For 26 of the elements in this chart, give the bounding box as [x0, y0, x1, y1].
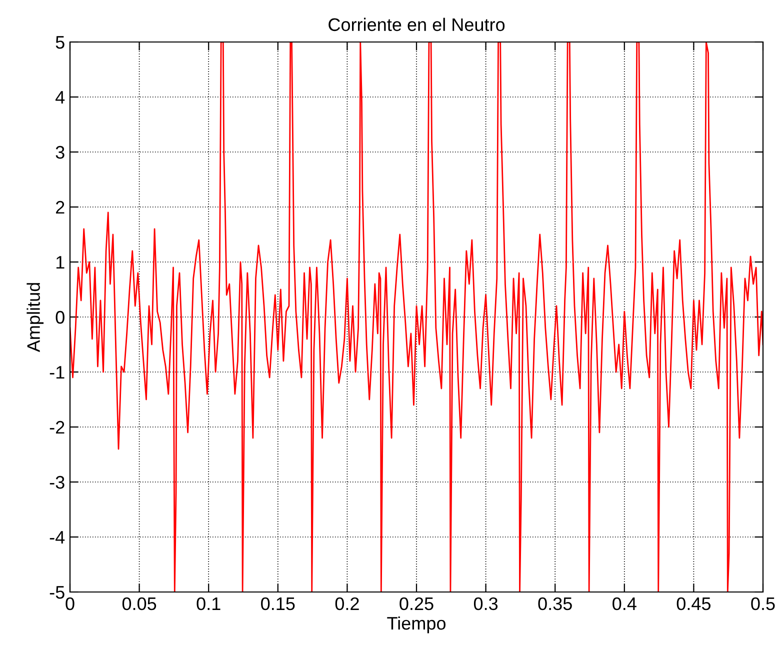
chart-title: Corriente en el Neutro — [328, 18, 505, 32]
x-tick-label: 0.1 — [196, 597, 220, 610]
x-tick-label: 0.5 — [751, 597, 775, 610]
y-tick-label: 0 — [56, 310, 64, 324]
y-tick-label: 4 — [56, 91, 65, 104]
x-tick-label: 0 — [66, 597, 74, 610]
y-tick-label: -5 — [50, 586, 64, 599]
line-series — [70, 42, 763, 592]
x-tick-label: 0.2 — [335, 597, 359, 610]
y-tick-label: -2 — [50, 420, 64, 434]
y-tick-label: -4 — [50, 531, 65, 544]
x-axis-title: Tiempo — [387, 616, 446, 634]
y-axis-title: Amplitud — [26, 283, 44, 352]
y-tick-label: -1 — [50, 366, 64, 379]
y-tick-label: 1 — [56, 256, 64, 269]
y-tick-label: 2 — [56, 200, 64, 214]
x-tick-label: 0.15 — [261, 597, 295, 610]
x-tick-label: 0.3 — [474, 597, 498, 610]
y-tick-label: -3 — [50, 476, 64, 489]
x-tick-label: 0.45 — [676, 597, 711, 610]
y-tick-label: 3 — [56, 146, 64, 159]
x-tick-label: 0.35 — [538, 597, 572, 610]
x-tick-label: 0.05 — [122, 597, 156, 610]
y-tick-label: 5 — [56, 36, 64, 49]
x-tick-label: 0.25 — [400, 597, 434, 610]
x-tick-label: 0.4 — [612, 597, 636, 610]
